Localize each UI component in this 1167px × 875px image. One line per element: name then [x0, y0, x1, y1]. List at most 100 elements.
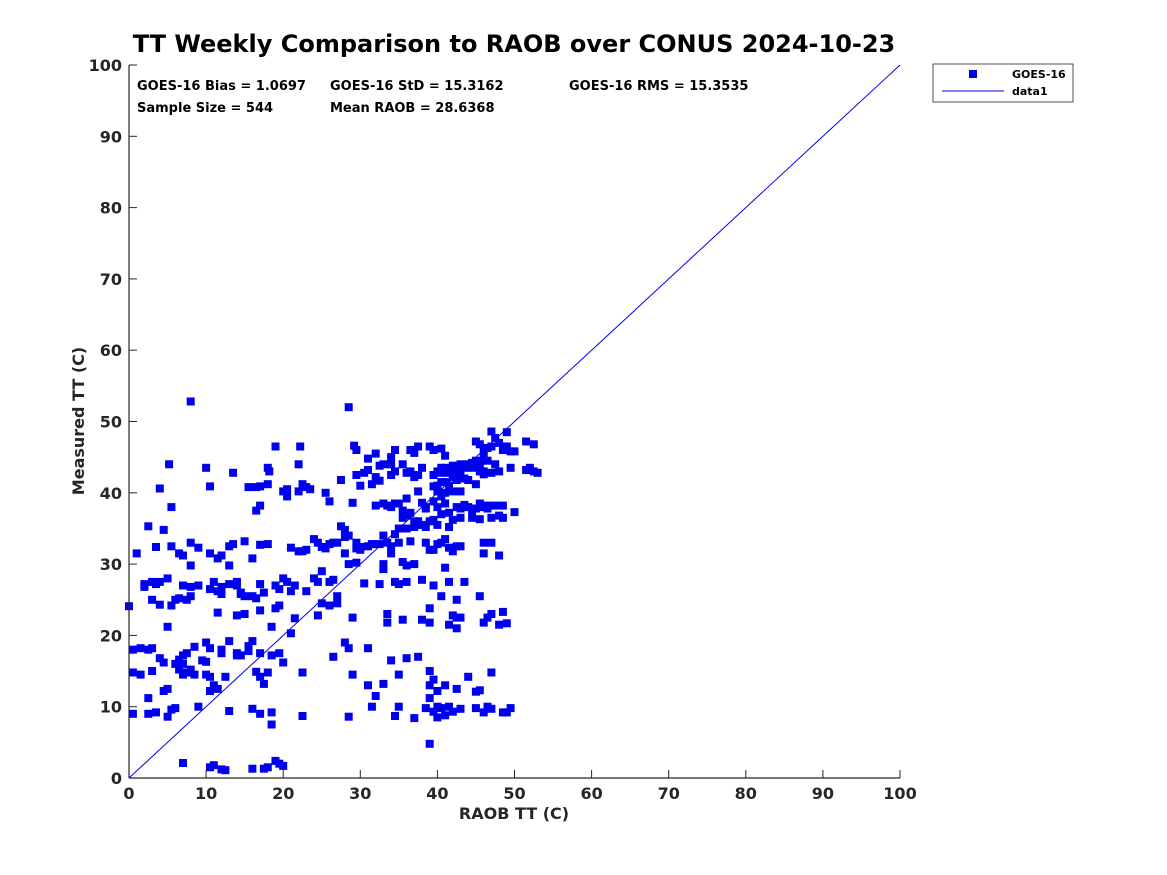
data-point — [498, 607, 507, 616]
data-point — [394, 538, 403, 547]
data-point — [202, 638, 211, 647]
data-point — [186, 397, 195, 406]
data-point — [445, 508, 453, 517]
data-point — [387, 549, 396, 558]
data-point — [394, 670, 403, 679]
data-point — [256, 482, 265, 491]
data-point — [148, 644, 157, 653]
data-point — [448, 487, 457, 496]
data-point — [225, 561, 234, 570]
data-point — [202, 463, 211, 472]
data-point — [348, 498, 357, 507]
data-point — [448, 707, 457, 716]
data-point — [425, 739, 434, 748]
data-point — [383, 610, 392, 618]
data-point — [391, 530, 399, 539]
y-tick-label: 10 — [100, 698, 122, 717]
data-point — [414, 442, 423, 451]
data-point — [279, 658, 288, 667]
data-point — [452, 595, 461, 604]
data-point — [425, 694, 434, 703]
data-point — [155, 654, 164, 663]
data-point — [256, 649, 265, 658]
data-point — [487, 513, 496, 522]
data-point — [479, 538, 488, 547]
data-point — [487, 427, 496, 436]
data-point — [487, 704, 496, 713]
data-point — [344, 403, 353, 412]
data-point — [206, 482, 214, 491]
data-point — [387, 453, 396, 462]
data-point — [221, 766, 230, 775]
data-point — [418, 463, 426, 472]
data-point — [259, 679, 268, 688]
data-point — [186, 538, 195, 547]
data-point — [155, 577, 164, 586]
data-point — [217, 590, 226, 598]
data-point — [340, 549, 349, 558]
data-point — [456, 513, 465, 522]
data-point — [475, 592, 484, 601]
data-point — [371, 501, 380, 510]
data-point — [379, 460, 388, 469]
data-point — [175, 665, 184, 674]
y-tick-label: 80 — [100, 199, 122, 218]
data-point — [437, 468, 446, 477]
data-point — [248, 704, 257, 713]
data-point — [379, 679, 388, 688]
data-point — [217, 582, 226, 591]
data-point — [379, 565, 388, 574]
data-point — [391, 712, 399, 720]
data-point — [159, 525, 168, 534]
x-tick-label: 20 — [272, 784, 294, 803]
data-point — [229, 540, 238, 549]
data-point — [333, 538, 342, 547]
data-point — [348, 670, 357, 679]
data-point — [128, 709, 137, 718]
data-point — [487, 668, 496, 677]
data-point — [325, 497, 334, 506]
data-point — [433, 503, 442, 512]
data-point — [433, 713, 442, 722]
data-point — [441, 451, 450, 460]
data-point — [186, 582, 195, 591]
data-point — [452, 684, 461, 693]
data-point — [429, 515, 438, 524]
stat-rms: GOES-16 RMS = 15.3535 — [569, 79, 748, 94]
data-point — [290, 614, 299, 623]
data-point — [256, 606, 265, 615]
data-point — [317, 567, 326, 576]
data-point — [213, 608, 222, 617]
data-point — [533, 468, 542, 477]
data-point — [441, 711, 450, 720]
data-point — [206, 549, 214, 558]
data-point — [152, 708, 160, 717]
x-tick-label: 10 — [195, 784, 217, 803]
data-point — [179, 759, 187, 767]
chart-title: TT Weekly Comparison to RAOB over CONUS … — [133, 30, 896, 58]
x-tick-label: 0 — [123, 784, 134, 803]
y-tick-label: 40 — [100, 484, 122, 503]
data-point — [155, 484, 164, 493]
data-point — [421, 538, 430, 547]
data-point — [441, 563, 450, 572]
data-point — [179, 659, 187, 668]
data-point — [248, 554, 257, 563]
data-point — [296, 442, 305, 451]
data-point — [302, 545, 311, 554]
x-axis-ticks: 0 10 20 30 40 50 60 70 80 90 100 — [123, 770, 917, 803]
data-point — [479, 708, 488, 717]
x-tick-label: 100 — [883, 784, 916, 803]
data-point — [209, 577, 218, 586]
data-point — [387, 460, 396, 469]
x-tick-label: 70 — [658, 784, 680, 803]
data-point — [344, 712, 353, 721]
data-point — [290, 581, 299, 590]
data-point — [502, 708, 511, 717]
data-point — [256, 540, 265, 549]
data-point — [394, 702, 403, 711]
data-point — [209, 761, 218, 770]
data-point — [445, 468, 453, 477]
data-point — [375, 580, 384, 589]
data-point — [333, 599, 342, 608]
